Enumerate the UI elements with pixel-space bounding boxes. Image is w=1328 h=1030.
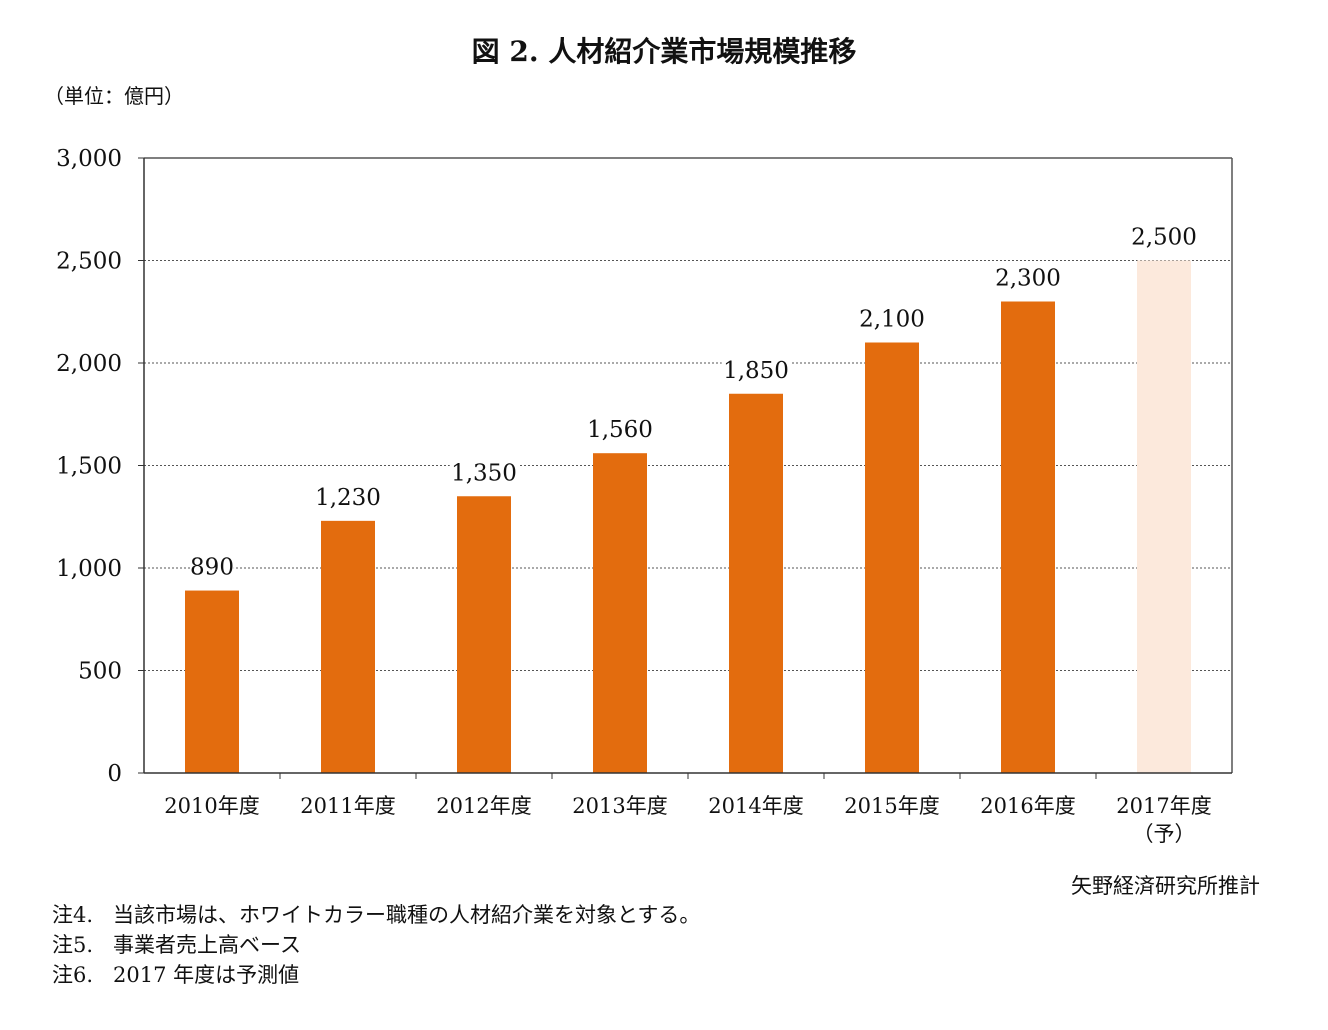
chart-title: 図 2. 人材紹介業市場規模推移	[471, 35, 857, 68]
value-label-bg	[585, 413, 655, 442]
y-tick-label: 500	[78, 659, 122, 685]
x-tick-label: 2014年度	[708, 794, 803, 818]
value-label: 2,300	[995, 266, 1061, 292]
value-label-bg	[190, 550, 234, 579]
x-tick-label: 2015年度	[844, 794, 939, 818]
y-tick-label: 1,500	[56, 454, 122, 480]
y-tick-label: 3,000	[56, 146, 122, 172]
labels: 0 500 1,000 1,500 2,000 2,500 3,000 890 2010年度 1,…	[56, 146, 1212, 846]
bar-forecast	[1137, 260, 1191, 773]
bar	[729, 393, 783, 773]
x-tick-label: 2013年度	[572, 794, 667, 818]
x-tick-label: 2011年度	[300, 794, 395, 818]
note-5: 注5. 事業者売上高ベース	[52, 933, 302, 957]
x-tick-label: 2012年度	[436, 794, 531, 818]
x-tick-label: 2017年度	[1116, 794, 1211, 818]
note-6: 注6. 2017 年度は予測値	[52, 963, 300, 987]
bar	[185, 590, 239, 773]
unit-label: （単位：億円）	[44, 84, 184, 108]
bar-chart: 0 500 1,000 1,500 2,000 2,500 3,000 890 2010年度 1,…	[56, 146, 1233, 846]
note-4: 注4. 当該市場は、ホワイトカラー職種の人材紹介業を対象とする。	[52, 903, 701, 927]
bar	[321, 520, 375, 773]
axes	[138, 157, 1233, 779]
x-tick-label: （予）	[1133, 822, 1196, 846]
value-label-bg	[313, 480, 383, 509]
y-tick-label: 1,000	[56, 556, 122, 582]
value-label: 1,850	[723, 358, 789, 384]
value-label: 890	[190, 555, 234, 581]
value-label: 2,100	[859, 307, 925, 333]
source-note: 矢野経済研究所推計	[1071, 874, 1260, 898]
x-tick-label: 2016年度	[980, 794, 1075, 818]
value-label: 1,350	[451, 460, 517, 486]
value-label: 2,500	[1131, 225, 1197, 251]
bars	[185, 260, 1191, 773]
value-label-bg	[721, 353, 791, 382]
bar	[1001, 301, 1055, 773]
grid-lines	[144, 260, 1232, 671]
value-label: 1,560	[587, 417, 653, 443]
value-label-bg	[449, 456, 519, 485]
value-label: 1,230	[315, 485, 381, 511]
y-tick-label: 2,000	[56, 351, 122, 377]
y-tick-label: 2,500	[56, 249, 122, 275]
x-tick-label: 2010年度	[164, 794, 259, 818]
y-tick-label: 0	[107, 761, 122, 787]
value-label-bg	[993, 261, 1063, 290]
bar	[865, 342, 919, 773]
bar	[593, 453, 647, 773]
value-label-bg	[857, 302, 927, 331]
value-label-bg	[1129, 220, 1199, 249]
notes: 注4. 当該市場は、ホワイトカラー職種の人材紹介業を対象とする。 注5. 事業者…	[52, 900, 700, 990]
bar	[457, 496, 511, 773]
